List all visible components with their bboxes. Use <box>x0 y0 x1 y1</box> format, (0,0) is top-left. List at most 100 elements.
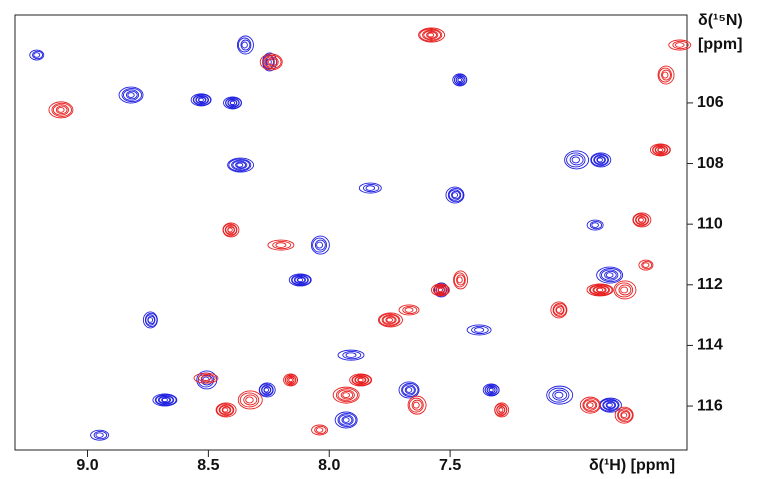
contour-line <box>385 316 396 324</box>
contour-line <box>239 392 260 408</box>
contour-line <box>283 373 299 387</box>
contour-line <box>471 325 489 335</box>
contour-line <box>345 352 357 358</box>
y-tick-label: 110 <box>697 215 723 232</box>
contour-line <box>447 188 464 203</box>
contour-line <box>312 237 328 253</box>
contour-line <box>193 94 210 105</box>
contour-line <box>332 386 360 404</box>
contour-line <box>404 385 415 395</box>
contour-line <box>127 92 135 98</box>
x-tick-label: 7.5 <box>439 457 461 474</box>
contour-line <box>357 377 366 383</box>
contour-line <box>158 396 172 404</box>
contour-line <box>652 144 669 155</box>
contour-line <box>642 262 650 268</box>
contour-line <box>448 189 462 201</box>
x-tick-label: 8.0 <box>318 457 340 474</box>
contour-line <box>569 154 584 166</box>
plot-frame <box>14 14 688 451</box>
peak <box>430 283 450 297</box>
contour-line <box>237 390 263 410</box>
contour-line <box>632 213 650 227</box>
contour-line <box>316 241 324 249</box>
peak <box>494 402 510 418</box>
contour-line <box>197 374 216 383</box>
contour-line <box>456 274 466 286</box>
contour-line <box>310 235 330 255</box>
peak <box>668 39 692 51</box>
contour-line <box>52 104 69 116</box>
contour-line <box>582 398 600 413</box>
contour-line <box>341 415 353 425</box>
contour-line <box>604 270 617 280</box>
contour-line <box>227 157 255 173</box>
contour-line <box>674 42 685 48</box>
contour-line <box>586 219 604 231</box>
contour-line <box>57 107 65 113</box>
contour-line <box>494 402 510 418</box>
contour-line <box>200 374 213 386</box>
contour-line <box>546 385 574 405</box>
contour-line <box>556 307 562 313</box>
contour-line <box>386 317 393 323</box>
contour-line <box>591 222 599 228</box>
x-axis-label: δ(¹H) [ppm] <box>589 457 675 474</box>
contour-line <box>655 146 666 154</box>
contour-line <box>606 402 613 408</box>
peak <box>332 386 360 404</box>
peak <box>550 301 568 319</box>
contour-line <box>235 161 247 169</box>
contour-line <box>590 152 612 168</box>
peak <box>632 212 652 228</box>
contour-line <box>637 216 646 224</box>
peak <box>337 349 365 361</box>
contour-line <box>32 50 44 60</box>
contour-line <box>635 215 647 225</box>
contour-line <box>652 144 671 156</box>
contour-line <box>596 156 606 164</box>
contour-line <box>222 222 240 238</box>
contour-line <box>632 212 652 228</box>
x-tick-label: 8.5 <box>197 457 219 474</box>
contour-line <box>603 400 617 410</box>
contour-line <box>272 240 292 250</box>
contour-line <box>122 89 140 101</box>
contour-line <box>240 39 251 51</box>
contour-line <box>589 284 610 295</box>
contour-line <box>48 101 74 119</box>
contour-line <box>621 412 628 418</box>
contour-line <box>161 397 171 403</box>
peak <box>311 424 329 436</box>
contour-line <box>95 432 104 438</box>
contour-line <box>605 401 616 409</box>
contour-line <box>157 395 174 405</box>
peak <box>142 311 158 329</box>
contour-line <box>657 147 664 153</box>
peak <box>579 396 601 414</box>
contour-line <box>657 147 666 153</box>
contour-line <box>451 190 461 200</box>
contour-line <box>617 409 631 421</box>
peak <box>638 259 654 271</box>
contour-line <box>337 349 365 361</box>
contour-line <box>363 183 380 193</box>
contour-line <box>587 402 594 408</box>
peak <box>118 86 144 104</box>
y-tick-label: 106 <box>697 94 724 111</box>
contour-line <box>218 404 234 416</box>
contour-line <box>155 394 175 406</box>
contour-line <box>635 214 649 226</box>
contour-line <box>90 429 110 441</box>
contour-line <box>426 31 438 39</box>
contour-line <box>592 285 610 295</box>
peak <box>258 382 276 398</box>
contour-line <box>190 93 212 107</box>
peak <box>90 429 110 441</box>
peak <box>598 397 622 413</box>
contour-line <box>293 275 309 285</box>
contour-line <box>142 311 158 329</box>
contour-line <box>259 53 283 71</box>
contour-line <box>591 153 609 167</box>
contour-line <box>615 282 634 298</box>
